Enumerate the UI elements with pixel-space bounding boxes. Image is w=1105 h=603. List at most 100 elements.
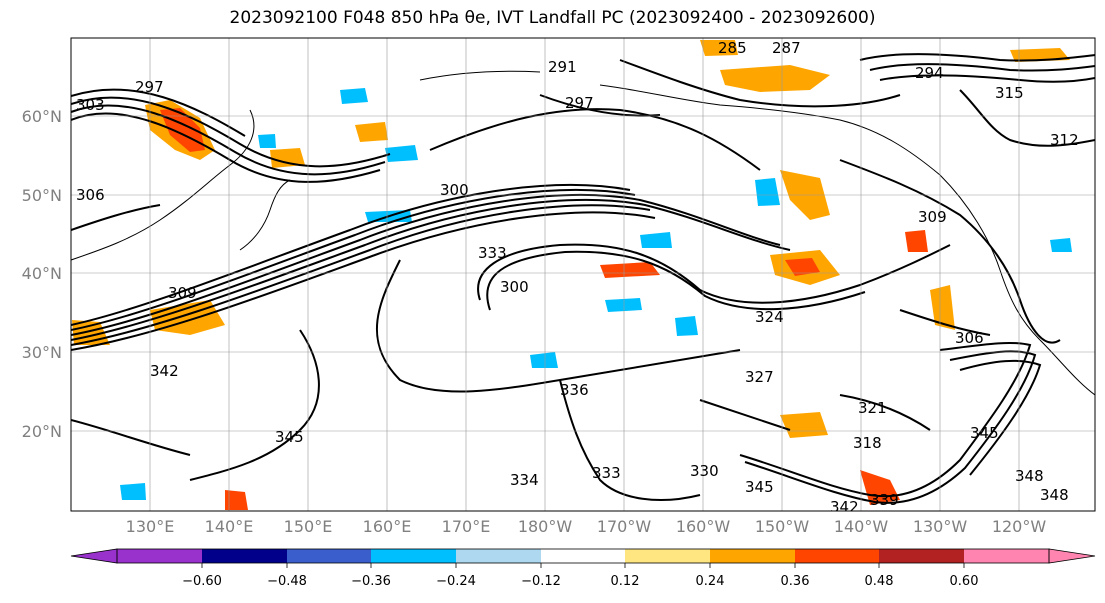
colorbar-segment [371, 549, 456, 563]
lat-tick-label: 20°N [22, 422, 62, 441]
contour-label: 285 [718, 39, 747, 57]
contour-label: 291 [548, 58, 577, 76]
contour-line [71, 198, 791, 341]
negative-anomaly-patch [605, 298, 642, 312]
contour-label: 342 [150, 362, 179, 380]
lat-axis: 60°N 50°N 40°N 30°N 20°N [22, 107, 62, 441]
contour-line [71, 183, 631, 326]
map-area [71, 38, 1095, 511]
contour-label: 321 [858, 399, 887, 417]
positive-anomaly-patch [700, 40, 738, 56]
contour-label: 294 [915, 64, 944, 82]
negative-anomaly-patch [675, 316, 698, 336]
contour-line [71, 211, 656, 351]
lon-tick-label: 160°W [676, 517, 731, 536]
contour-line [71, 112, 381, 183]
negative-anomaly-patch [120, 483, 146, 500]
colorbar-segment [710, 549, 795, 563]
colorbar-tick-label: 0.36 [781, 574, 810, 589]
contour-label: 327 [745, 368, 774, 386]
colorbar-segments [71, 549, 1095, 563]
north-america-coastline [599, 84, 1041, 341]
positive-anomaly-patch [905, 230, 928, 252]
colorbar-tick-label: −0.36 [351, 574, 391, 589]
bering-coastline [419, 70, 541, 81]
lon-axis: 130°E 140°E 150°E 160°E 170°E 180°W 170°… [126, 517, 1047, 536]
colorbar-segment [456, 549, 541, 563]
negative-anomaly-patch [755, 178, 780, 206]
negative-anomaly-patch [340, 88, 368, 104]
negative-anomaly-patch [258, 134, 276, 148]
contour-label: 345 [745, 478, 774, 496]
lon-tick-label: 140°E [205, 517, 254, 536]
colorbar: −0.60 −0.48 −0.36 −0.24 −0.12 0.12 0.24 … [70, 548, 1096, 589]
contour-line [859, 53, 1095, 62]
colorbar-outline [116, 548, 1050, 564]
colorbar-segment [541, 549, 625, 563]
positive-anomaly-patch [270, 148, 305, 168]
colorbar-segment [879, 549, 964, 563]
lon-tick-label: 150°E [284, 517, 333, 536]
contour-label: 315 [995, 84, 1024, 102]
positive-anomaly-patch [225, 490, 248, 510]
colorbar-tick-label: −0.12 [521, 574, 561, 589]
contour-labels: 285 287 291 294 297 297 303 306 300 309 … [76, 39, 1079, 511]
map-frame [70, 37, 1096, 512]
contour-line [71, 193, 781, 336]
colorbar-tick-label: 0.24 [696, 574, 725, 589]
mexico-coastline [1039, 339, 1095, 396]
contour-line [486, 250, 866, 311]
colorbar-ticks: −0.60 −0.48 −0.36 −0.24 −0.12 0.12 0.24 … [182, 563, 978, 589]
map-title: 2023092100 F048 850 hPa θe, IVT Landfall… [229, 8, 876, 28]
contour-label: 336 [560, 381, 589, 399]
colorbar-segment [287, 549, 371, 563]
contour-label: 300 [500, 278, 529, 296]
contour-line [559, 379, 701, 501]
positive-anomaly-patch [600, 262, 660, 278]
contour-line [71, 188, 636, 331]
contour-line [699, 399, 791, 431]
contour-line [899, 309, 991, 336]
contour-label: 309 [168, 284, 197, 302]
negative-anomaly-patch [1050, 238, 1072, 252]
contour-line [619, 59, 901, 108]
colorbar-tick-label: 0.12 [611, 574, 640, 589]
colorbar-tick-label: −0.24 [436, 574, 476, 589]
contour-label: 339 [870, 491, 899, 509]
contour-line [477, 243, 951, 304]
contour-line [376, 259, 741, 393]
contour-line [539, 94, 661, 117]
lat-tick-label: 60°N [22, 107, 62, 126]
colorbar-tick-label: −0.60 [182, 574, 222, 589]
contour-label: 348 [1015, 467, 1044, 485]
contour-line [71, 419, 191, 456]
contour-label: 303 [76, 96, 105, 114]
colorbar-tick-label: −0.48 [267, 574, 307, 589]
contour-line [739, 341, 1032, 498]
negative-anomaly-patch [385, 145, 418, 162]
coastlines [71, 70, 1095, 396]
contour-label: 297 [135, 78, 164, 96]
contour-line [71, 96, 391, 168]
contour-line [959, 359, 1042, 476]
lon-tick-label: 170°W [597, 517, 652, 536]
lon-tick-label: 170°E [442, 517, 491, 536]
lon-tick-label: 140°W [834, 517, 889, 536]
contour-label: 345 [970, 424, 999, 442]
negative-anomaly-patch [530, 352, 558, 368]
asia-coastline [71, 109, 255, 261]
colorbar-segment [1049, 549, 1095, 563]
gridlines [71, 38, 1095, 511]
lat-tick-label: 40°N [22, 264, 62, 283]
colorbar-segment [625, 549, 710, 563]
colorbar-segment [964, 549, 1049, 563]
contour-label: 300 [440, 181, 469, 199]
contour-label: 348 [1040, 486, 1069, 504]
lon-tick-label: 130°E [126, 517, 175, 536]
contour-line [839, 159, 1061, 344]
contour-label: 330 [690, 462, 719, 480]
positive-anomaly-patch [780, 412, 828, 438]
contour-line [869, 63, 1095, 72]
colorbar-segment [202, 549, 287, 563]
